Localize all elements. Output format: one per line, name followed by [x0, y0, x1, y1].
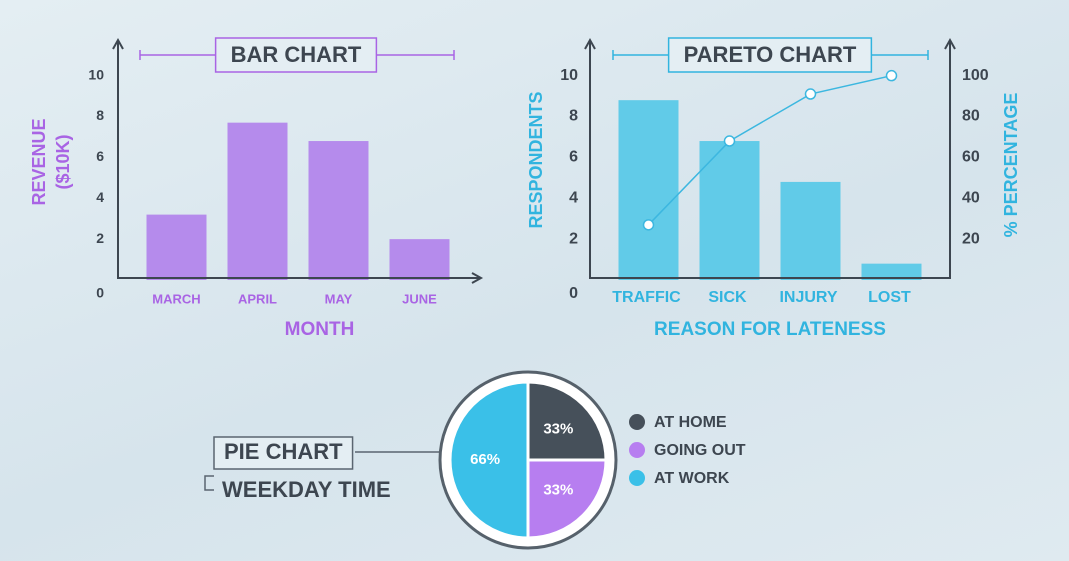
bar [308, 141, 369, 280]
y-tick-label: 10 [88, 66, 104, 82]
pareto-point [804, 88, 817, 100]
y-tick-label: 4 [96, 189, 104, 205]
slice-label: 66% [470, 451, 500, 468]
bar [227, 122, 288, 280]
x-axis-label: MONTH [285, 319, 355, 340]
pie-slice [448, 380, 530, 540]
y-axis-label: REVENUE [29, 118, 49, 205]
x-tick-label: INJURY [779, 289, 837, 306]
bracket [204, 475, 214, 491]
pie-title: PIE CHART [224, 439, 343, 464]
y-tick-label: 4 [569, 189, 578, 206]
chart-title: BAR CHART [231, 42, 362, 67]
pareto-point [642, 219, 655, 231]
legend-label: AT WORK [654, 470, 730, 487]
y2-tick-label: 20 [962, 230, 980, 247]
x-axis-label: REASON FOR LATENESS [654, 319, 886, 340]
y-tick-label: 2 [96, 230, 104, 246]
x-tick-label: MARCH [152, 291, 200, 306]
x-tick-label: APRIL [238, 291, 277, 306]
bar [389, 239, 450, 280]
bar [780, 181, 841, 280]
bar [861, 263, 922, 280]
y-tick-label: 0 [569, 285, 578, 302]
axis-arrow [584, 37, 596, 50]
pie-subtitle: WEEKDAY TIME [222, 477, 391, 502]
y-axis-label: RESPONDENTS [526, 91, 546, 228]
axis-arrow [112, 37, 124, 50]
bar [146, 214, 207, 280]
pareto-line [647, 74, 892, 226]
title-box [667, 37, 873, 73]
legend-swatch [629, 470, 645, 486]
pareto-point [723, 135, 736, 147]
y-tick-label: 8 [569, 108, 578, 125]
pie-slice [526, 458, 608, 540]
x-tick-label: LOST [868, 289, 911, 306]
chart-title: PARETO CHART [684, 42, 857, 67]
title-box [213, 436, 354, 470]
slice-label: 33% [543, 481, 573, 498]
legend-swatch [629, 442, 645, 458]
y-tick-label: 2 [569, 230, 578, 247]
legend-swatch [629, 414, 645, 430]
y2-axis-label: % PERCENTAGE [1001, 93, 1021, 238]
bar [699, 141, 760, 280]
legend-label: AT HOME [654, 414, 727, 431]
x-tick-label: TRAFFIC [612, 289, 681, 306]
y2-tick-label: 100 [962, 67, 989, 84]
axis-arrow [471, 272, 484, 284]
bar [618, 100, 679, 280]
y2-tick-label: 40 [962, 189, 980, 206]
title-box [214, 37, 378, 73]
y-tick-label: 6 [96, 148, 104, 164]
y-tick-label: 10 [560, 67, 578, 84]
pie-slice [526, 380, 608, 462]
y-tick-label: 6 [569, 149, 578, 166]
pareto-point [885, 69, 898, 82]
axis-arrow [944, 37, 956, 50]
x-tick-label: JUNE [402, 291, 437, 306]
y2-tick-label: 80 [962, 108, 980, 125]
y-tick-label: 0 [96, 285, 104, 301]
y-tick-label: 8 [96, 107, 104, 123]
x-tick-label: SICK [708, 289, 747, 306]
y-axis-label: ($10K) [53, 134, 73, 189]
y2-tick-label: 60 [962, 149, 980, 166]
legend-label: GOING OUT [654, 442, 746, 459]
slice-label: 33% [543, 421, 573, 438]
x-tick-label: MAY [325, 291, 353, 306]
